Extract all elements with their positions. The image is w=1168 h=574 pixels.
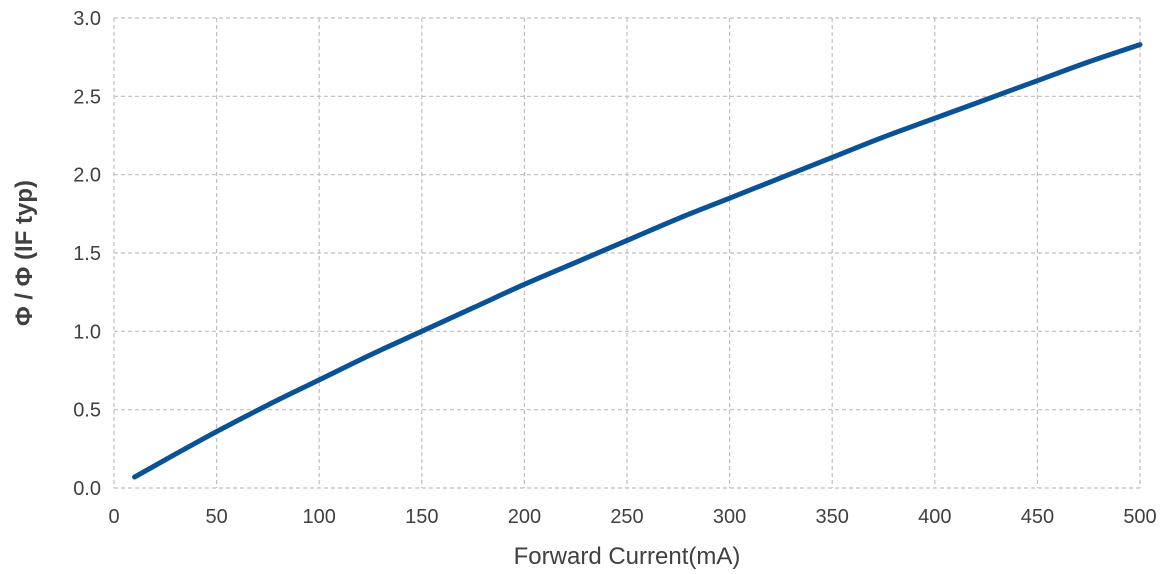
x-tick-label: 250 (610, 506, 643, 528)
y-tick-label: 0.5 (73, 400, 101, 422)
x-tick-label: 500 (1123, 506, 1156, 528)
x-tick-label: 400 (918, 506, 951, 528)
y-axis-label: Φ / Φ (IF typ) (11, 180, 38, 326)
y-tick-label: 2.0 (73, 165, 101, 187)
y-tick-label: 1.5 (73, 243, 101, 265)
y-tick-label: 0.0 (73, 478, 101, 500)
x-tick-label: 50 (205, 506, 227, 528)
x-tick-label: 0 (108, 506, 119, 528)
y-axis-ticks: 0.0 0.5 1.0 1.5 2.0 2.5 3.0 (73, 8, 101, 500)
y-tick-label: 2.5 (73, 86, 101, 108)
grid (113, 17, 1141, 489)
x-tick-label: 450 (1021, 506, 1054, 528)
x-tick-label: 150 (405, 506, 438, 528)
series-group (132, 42, 1143, 480)
x-tick-label: 200 (508, 506, 541, 528)
x-tick-label: 100 (303, 506, 336, 528)
x-axis-ticks: 0 50 100 150 200 250 300 350 400 450 500 (108, 506, 1156, 528)
x-tick-label: 350 (816, 506, 849, 528)
series-line-0 (132, 42, 1143, 480)
x-axis-label: Forward Current(mA) (514, 543, 741, 570)
x-tick-label: 300 (713, 506, 746, 528)
y-tick-label: 3.0 (73, 8, 101, 30)
y-tick-label: 1.0 (73, 321, 101, 343)
